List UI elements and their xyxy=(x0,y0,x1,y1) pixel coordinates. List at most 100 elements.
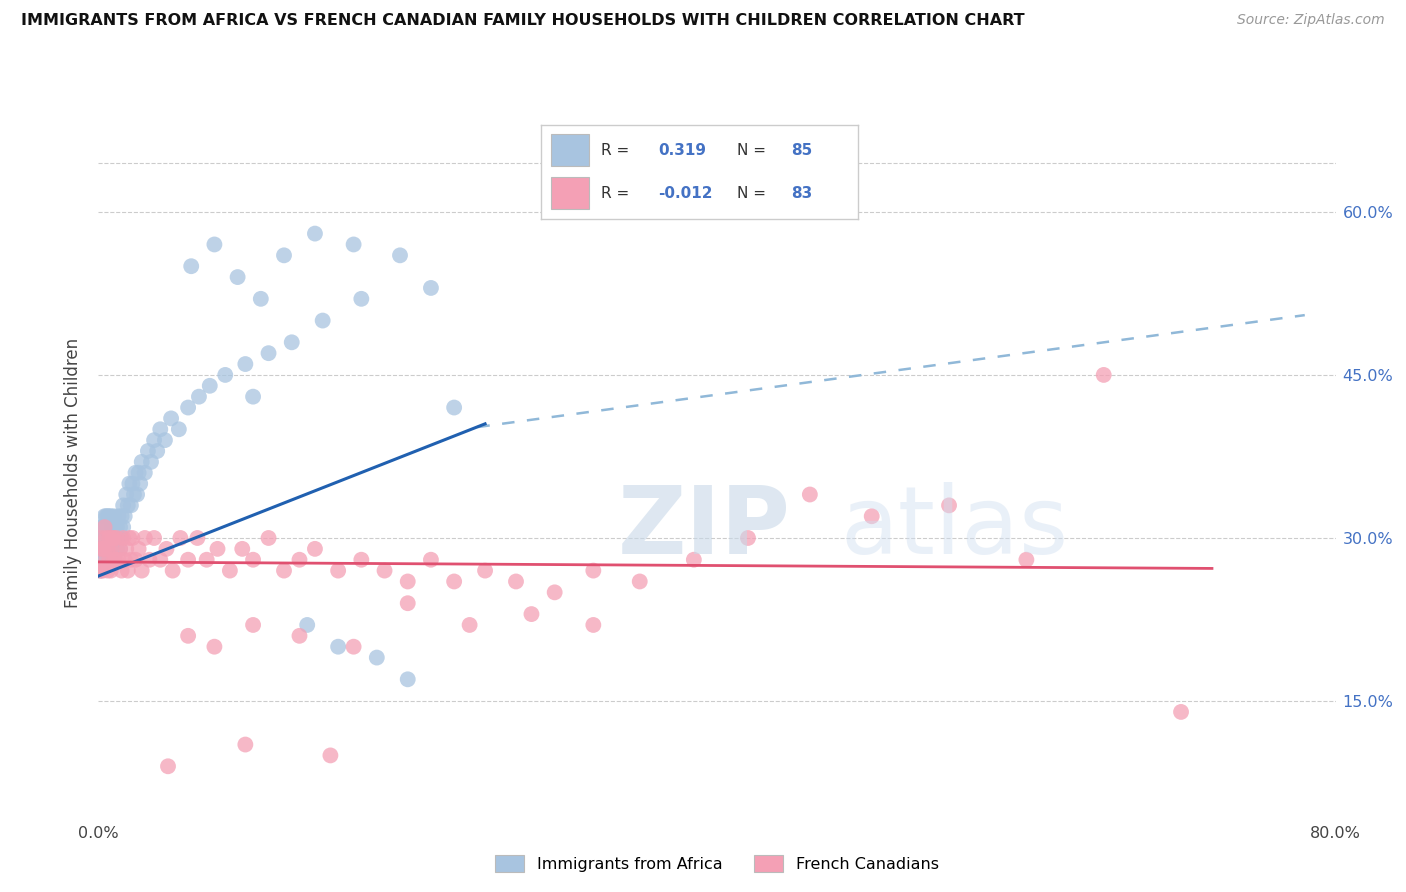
Point xyxy=(118,531,141,545)
FancyBboxPatch shape xyxy=(551,134,589,166)
Point xyxy=(257,531,280,545)
Point xyxy=(505,574,527,589)
Point xyxy=(103,531,125,545)
Point xyxy=(91,552,114,567)
Point xyxy=(242,618,264,632)
Point xyxy=(319,748,342,763)
Point xyxy=(91,564,114,578)
Point xyxy=(97,520,120,534)
Point xyxy=(419,281,441,295)
Point xyxy=(350,552,373,567)
Point xyxy=(114,509,136,524)
Point xyxy=(91,520,114,534)
Point xyxy=(281,335,304,350)
Point xyxy=(90,531,112,545)
Point xyxy=(93,509,115,524)
Point xyxy=(204,237,226,252)
Text: atlas: atlas xyxy=(841,483,1069,574)
Point xyxy=(101,531,124,545)
Point xyxy=(100,509,122,524)
Point xyxy=(111,531,134,545)
Point xyxy=(131,455,153,469)
Point xyxy=(105,520,128,534)
Text: N =: N = xyxy=(738,143,766,158)
Point xyxy=(160,411,183,425)
Point xyxy=(143,433,166,447)
Point xyxy=(153,433,176,447)
Point xyxy=(177,552,200,567)
Point xyxy=(235,738,257,752)
Point xyxy=(1170,705,1192,719)
Point xyxy=(149,422,172,436)
Point xyxy=(112,531,135,545)
Point xyxy=(117,499,139,513)
Point xyxy=(120,499,142,513)
Point xyxy=(204,640,226,654)
Point xyxy=(90,552,112,567)
Point xyxy=(90,520,112,534)
Point xyxy=(121,531,143,545)
Point xyxy=(91,541,114,556)
Point xyxy=(111,509,134,524)
Point xyxy=(214,368,236,382)
Point xyxy=(297,618,319,632)
Point xyxy=(343,237,366,252)
Point xyxy=(108,541,131,556)
Point xyxy=(799,487,821,501)
Point xyxy=(139,455,162,469)
Point xyxy=(242,390,264,404)
Text: N =: N = xyxy=(738,186,766,201)
Point xyxy=(304,541,326,556)
Text: 0.319: 0.319 xyxy=(658,143,706,158)
Point xyxy=(242,552,264,567)
Point xyxy=(128,541,150,556)
Point xyxy=(104,541,127,556)
Point xyxy=(388,248,412,262)
Point xyxy=(443,401,465,415)
Point xyxy=(312,313,335,327)
Point xyxy=(104,520,127,534)
Text: R =: R = xyxy=(602,186,630,201)
Point xyxy=(96,531,118,545)
Point xyxy=(169,531,191,545)
Point xyxy=(124,552,146,567)
Point xyxy=(195,552,218,567)
Point xyxy=(226,270,249,285)
Point xyxy=(167,422,190,436)
Point xyxy=(474,564,496,578)
Point xyxy=(104,552,127,567)
Point xyxy=(103,509,125,524)
Text: IMMIGRANTS FROM AFRICA VS FRENCH CANADIAN FAMILY HOUSEHOLDS WITH CHILDREN CORREL: IMMIGRANTS FROM AFRICA VS FRENCH CANADIA… xyxy=(21,13,1025,29)
Point xyxy=(90,531,112,545)
Point xyxy=(97,564,120,578)
Point xyxy=(1015,552,1038,567)
Point xyxy=(366,650,388,665)
Point xyxy=(374,564,396,578)
Point xyxy=(124,466,146,480)
Point xyxy=(257,346,280,360)
Point xyxy=(89,564,111,578)
Point xyxy=(115,541,138,556)
Point xyxy=(288,629,311,643)
Point xyxy=(101,541,124,556)
Text: 85: 85 xyxy=(792,143,813,158)
Text: ZIP: ZIP xyxy=(619,483,792,574)
Point xyxy=(198,378,221,392)
Point xyxy=(89,541,111,556)
Point xyxy=(107,531,129,545)
Point xyxy=(288,552,311,567)
Point xyxy=(89,564,111,578)
Point xyxy=(396,574,419,589)
Point xyxy=(155,541,177,556)
Point xyxy=(115,487,138,501)
Point xyxy=(628,574,651,589)
Point xyxy=(149,552,172,567)
Point xyxy=(396,673,419,687)
Point xyxy=(543,585,565,599)
Point xyxy=(98,531,121,545)
Point xyxy=(96,509,118,524)
Point xyxy=(127,487,149,501)
Point xyxy=(582,618,605,632)
Point xyxy=(235,357,257,371)
Point xyxy=(419,552,441,567)
